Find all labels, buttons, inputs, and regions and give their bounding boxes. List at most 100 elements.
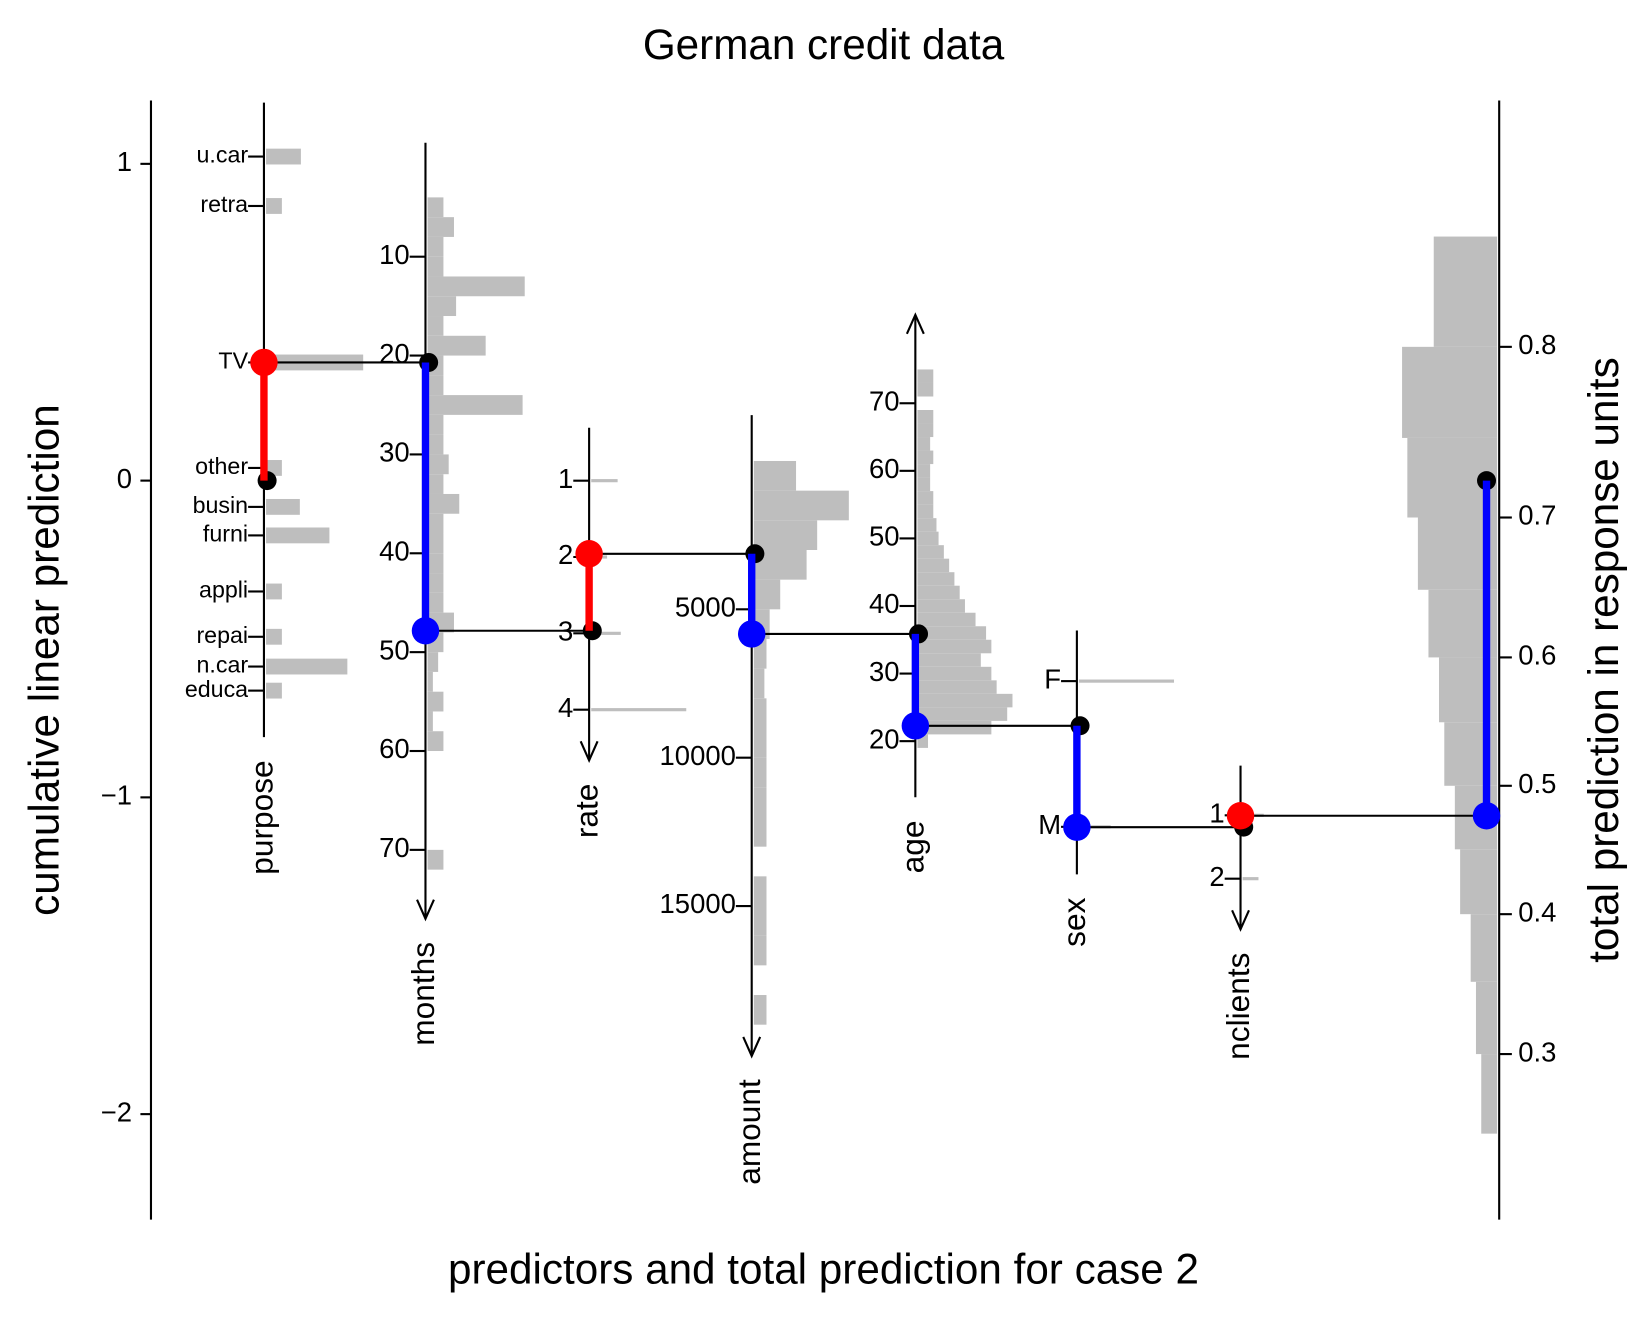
hist-bar bbox=[917, 599, 965, 613]
predictor-tick-label: 10 bbox=[379, 239, 410, 270]
hist-bar bbox=[917, 423, 934, 438]
hist-bar bbox=[917, 585, 960, 600]
effect-dot bbox=[575, 540, 603, 568]
total-hist-bar bbox=[1433, 236, 1498, 347]
hist-bar bbox=[917, 707, 1008, 721]
hist-bar bbox=[427, 652, 439, 672]
hist-bar bbox=[917, 369, 934, 383]
hist-bar bbox=[427, 573, 444, 593]
hist-bar bbox=[427, 434, 444, 455]
hist-bar bbox=[427, 691, 444, 712]
hist-bar bbox=[917, 504, 934, 519]
predictor-tick-label: 50 bbox=[869, 521, 900, 552]
hist-bar bbox=[917, 572, 955, 586]
hist-bar bbox=[753, 668, 765, 699]
hist-bar bbox=[427, 276, 525, 297]
y-tick-label: 0 bbox=[117, 463, 132, 494]
hist-bar bbox=[917, 693, 1013, 708]
hist-bar bbox=[427, 375, 444, 396]
total-hist-bar bbox=[1475, 981, 1498, 1055]
hist-bar bbox=[266, 583, 282, 600]
hist-bar bbox=[591, 631, 621, 635]
total-hist-bar bbox=[1460, 849, 1498, 915]
hist-bar bbox=[917, 558, 950, 573]
axis-arrow bbox=[905, 312, 925, 335]
predictor-tick-label: repai bbox=[196, 622, 248, 648]
y2-tick-label: 0.3 bbox=[1518, 1036, 1556, 1067]
predictor-tick-label: 60 bbox=[869, 453, 900, 484]
predictor-name: nclients bbox=[1220, 953, 1256, 1060]
axis-arrow bbox=[416, 899, 435, 922]
hist-bar bbox=[1242, 877, 1259, 881]
hist-bar bbox=[917, 612, 976, 627]
predictor-name: purpose bbox=[243, 760, 279, 874]
hist-bar bbox=[427, 296, 457, 317]
hist-bar bbox=[917, 477, 931, 492]
hist-bar bbox=[266, 148, 301, 165]
axis-arrow bbox=[742, 1036, 762, 1059]
hist-bar bbox=[591, 479, 618, 483]
y-tick-label: −1 bbox=[101, 780, 132, 811]
predictor-name: months bbox=[405, 942, 441, 1046]
predictor-tick-label: 40 bbox=[379, 536, 410, 567]
hist-bar bbox=[427, 711, 433, 732]
hist-bar bbox=[917, 653, 981, 667]
x-axis-title: predictors and total prediction for case… bbox=[448, 1246, 1199, 1293]
effect-dot bbox=[250, 348, 278, 377]
hist-bar bbox=[427, 217, 454, 237]
hist-bar bbox=[427, 553, 444, 574]
hist-bar bbox=[753, 876, 767, 907]
hist-bar bbox=[753, 490, 849, 521]
effect-dot bbox=[737, 620, 766, 648]
hist-bar bbox=[1078, 679, 1175, 683]
hist-bar bbox=[427, 513, 444, 534]
chart-title: German credit data bbox=[643, 21, 1005, 68]
total-hist-bar bbox=[1470, 914, 1498, 982]
hist-bar bbox=[917, 545, 944, 559]
hist-bar bbox=[266, 198, 282, 214]
total-hist-bar bbox=[1481, 1054, 1498, 1134]
hist-bar bbox=[266, 658, 348, 675]
predictor-tick-label: 30 bbox=[869, 656, 900, 687]
predictor-tick-label: M bbox=[1038, 809, 1061, 840]
hist-bar bbox=[427, 414, 444, 435]
predictor-tick-label: 20 bbox=[379, 338, 410, 369]
predictor-tick-label: 15000 bbox=[660, 888, 736, 919]
predictor-tick-label: 1 bbox=[558, 463, 573, 494]
predictor-tick-label: 4 bbox=[558, 692, 573, 723]
hist-bar bbox=[591, 708, 687, 712]
effect-dot bbox=[1226, 802, 1255, 830]
hist-bar bbox=[753, 579, 781, 610]
hist-bar bbox=[266, 682, 282, 699]
hist-bar bbox=[753, 787, 767, 818]
hist-bar bbox=[753, 520, 818, 550]
hist-bar bbox=[427, 256, 444, 277]
hist-bar bbox=[917, 464, 931, 478]
y2-tick-label: 0.8 bbox=[1518, 329, 1556, 360]
effect-dot bbox=[1063, 813, 1091, 841]
predictor-tick-label: 30 bbox=[379, 437, 410, 468]
predictor-tick-label: 5000 bbox=[675, 592, 736, 623]
y2-axis-title: total prediction in response units bbox=[1580, 357, 1627, 963]
predictor-tick-label: u.car bbox=[196, 142, 248, 168]
hist-bar bbox=[427, 454, 449, 475]
hist-bar bbox=[753, 460, 797, 491]
hist-bar bbox=[427, 671, 433, 692]
predictor-tick-label: appli bbox=[199, 577, 248, 603]
predictor-tick-label: 70 bbox=[869, 386, 900, 417]
hist-bar bbox=[917, 410, 934, 424]
hist-bar bbox=[917, 382, 934, 397]
predictor-name: sex bbox=[1056, 897, 1092, 946]
predictor-name: age bbox=[895, 821, 931, 874]
hist-bar bbox=[266, 498, 300, 515]
total-hist-bar bbox=[1402, 346, 1498, 438]
hist-bar bbox=[427, 316, 444, 336]
hist-bar bbox=[753, 935, 767, 966]
hist-bar bbox=[917, 491, 934, 505]
hist-bar bbox=[917, 720, 992, 735]
predictor-tick-label: busin bbox=[193, 492, 249, 518]
hist-bar bbox=[753, 906, 767, 936]
hist-bar bbox=[753, 757, 767, 788]
hist-bar bbox=[917, 437, 931, 451]
